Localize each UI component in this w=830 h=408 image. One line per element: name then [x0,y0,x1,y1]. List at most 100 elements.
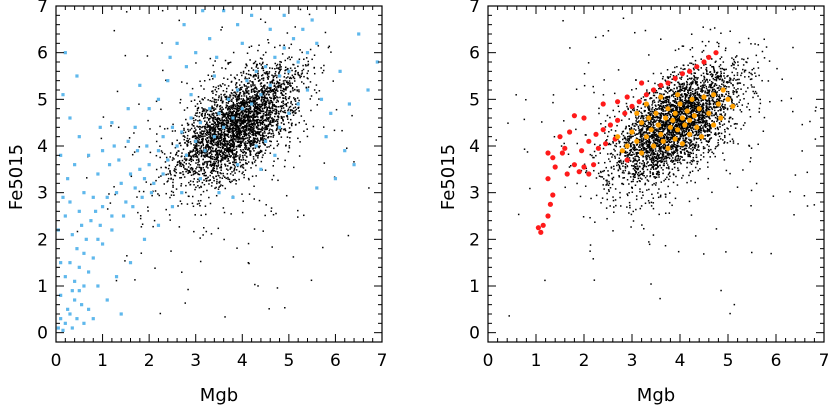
data-point [255,175,257,177]
data-point [199,260,202,263]
data-point [662,152,665,154]
data-point [255,99,258,101]
data-point [242,123,245,125]
data-point [216,172,219,174]
data-point [704,98,707,101]
data-point [279,110,282,113]
data-point [252,139,254,141]
data-point [202,110,204,113]
data-point [255,141,258,144]
data-point [263,87,266,89]
data-point [199,126,202,128]
data-point [258,97,260,100]
data-point [215,138,218,140]
data-point [226,145,228,148]
data-point [133,186,137,190]
data-point [290,109,292,111]
data-point [285,98,288,101]
data-point [205,213,207,216]
data-point [278,68,281,71]
data-point [664,160,666,163]
data-point [624,167,627,169]
data-point [250,120,252,122]
data-point [180,162,182,164]
data-point [189,129,191,131]
data-point [107,163,112,167]
data-point [197,200,200,202]
data-point [763,57,766,59]
data-point [218,95,220,97]
data-point [217,125,220,128]
data-point [689,82,692,84]
data-point [247,97,250,100]
data-point [265,204,267,206]
data-point [204,174,207,177]
data-point [213,116,215,118]
data-point [241,166,244,168]
data-point [223,139,226,142]
data-point [230,150,232,152]
data-point [275,106,278,108]
data-point [227,125,229,127]
data-point [204,130,206,132]
data-point [226,128,229,130]
data-point [278,82,281,84]
data-point [285,87,287,89]
data-point [243,110,246,113]
data-point [301,70,303,72]
data-point [223,132,225,134]
data-point [229,110,232,113]
data-point [194,171,197,173]
data-point [172,191,175,194]
data-point [251,116,253,119]
data-point [740,128,742,130]
data-point [606,217,608,220]
data-point [255,154,257,157]
data-point [260,64,263,66]
data-point [251,100,253,103]
data-point [245,134,248,137]
data-point [656,162,659,164]
data-point [193,122,195,124]
data-point [285,86,287,88]
data-point [743,58,745,61]
data-point [223,128,226,131]
data-point [287,81,289,84]
data-point [680,126,682,129]
data-point [273,105,275,107]
data-point [209,179,212,181]
data-point [245,89,247,92]
data-point [216,171,219,173]
data-point [220,167,223,169]
data-point [626,206,628,208]
data-point [642,96,645,98]
data-point [278,113,280,115]
data-point [273,84,276,87]
data-point [329,111,333,115]
data-point [761,79,763,82]
data-point [265,100,267,103]
data-point [733,123,736,125]
data-point [338,69,342,73]
data-point [216,125,218,128]
data-point [280,109,282,112]
data-point [259,62,261,65]
data-point [276,287,279,289]
data-point [199,136,201,139]
data-point [262,154,264,156]
data-point [678,85,680,88]
data-point [217,161,220,164]
data-point [283,90,285,93]
data-point [264,89,266,91]
data-point [243,85,246,87]
data-point [252,130,254,133]
data-point [313,89,316,91]
data-point [688,143,691,145]
data-point [231,180,233,182]
data-point [235,114,237,117]
data-point [205,123,207,126]
data-point [256,137,259,140]
data-point [61,93,65,97]
data-point [687,129,690,132]
data-point [212,92,214,94]
